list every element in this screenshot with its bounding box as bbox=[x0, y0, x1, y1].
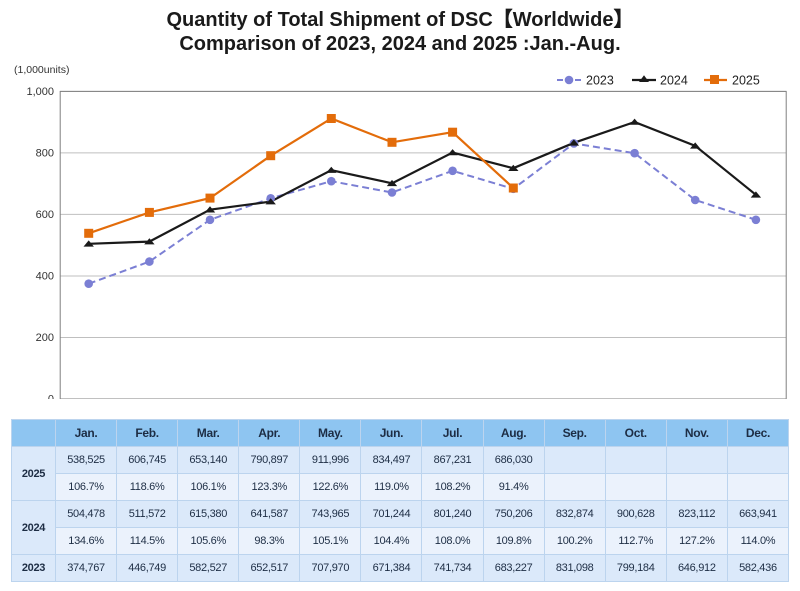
svg-text:1,000: 1,000 bbox=[26, 86, 54, 98]
svg-text:0: 0 bbox=[48, 394, 54, 400]
svg-text:800: 800 bbox=[36, 148, 54, 160]
svg-text:200: 200 bbox=[36, 332, 54, 344]
svg-text:600: 600 bbox=[36, 209, 54, 221]
svg-text:400: 400 bbox=[36, 271, 54, 283]
